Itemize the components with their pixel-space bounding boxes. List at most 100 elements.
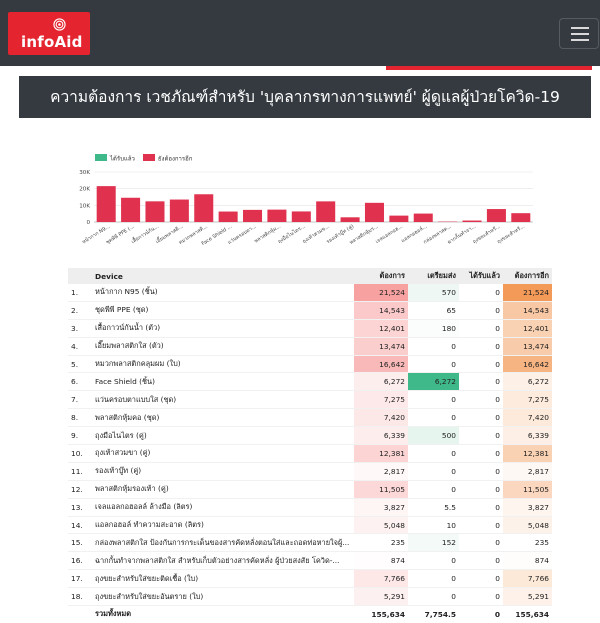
need-value: 7,275 xyxy=(354,391,408,409)
prepare-value: 65 xyxy=(408,301,459,319)
device-name: ชุดพีพี PPE (ชุด) xyxy=(92,301,354,319)
received-value: 0 xyxy=(459,391,503,409)
still-needed-value: 7,420 xyxy=(503,409,552,427)
bar-still-needed xyxy=(267,210,286,222)
total-index xyxy=(68,606,92,623)
need-value: 13,474 xyxy=(354,337,408,355)
still-needed-value: 21,524 xyxy=(503,284,552,301)
still-needed-value: 6,339 xyxy=(503,427,552,445)
bar-still-needed xyxy=(414,214,433,222)
row-index: 4. xyxy=(68,337,92,355)
device-name: พลาสติกหุ้มคอ (ชุด) xyxy=(92,409,354,427)
broadcast-logo-icon xyxy=(53,18,66,31)
y-tick-label: 10K xyxy=(79,203,90,209)
legend-label-1: ยังต้องการอีก xyxy=(158,155,193,163)
row-index: 16. xyxy=(68,552,92,570)
need-value: 5,291 xyxy=(354,588,408,606)
hamburger-menu-button[interactable] xyxy=(559,18,599,49)
device-name: ถุงขยะสำหรับใส่ขยะติดเชื้อ (ใบ) xyxy=(92,570,354,588)
need-value: 6,339 xyxy=(354,427,408,445)
col-header-index xyxy=(68,268,92,284)
device-name: เจลแอลกอฮอลล์ ล้างมือ (ลิตร) xyxy=(92,498,354,516)
prepare-value: 152 xyxy=(408,534,459,552)
device-name: กล่องพลาสติกใส ป้องกันการกระเด็นของสารคั… xyxy=(92,534,354,552)
infoaid-logo[interactable]: infoAid xyxy=(8,12,90,55)
still-needed-value: 5,291 xyxy=(503,588,552,606)
total-still-needed: 155,634 xyxy=(503,606,552,623)
device-name: เอี๊ยมพลาสติกใส (ตัว) xyxy=(92,337,354,355)
need-value: 6,272 xyxy=(354,373,408,391)
device-name: รองเท้าบู๊ท (คู่) xyxy=(92,462,354,480)
row-index: 2. xyxy=(68,301,92,319)
bar-still-needed xyxy=(487,209,506,222)
need-value: 16,642 xyxy=(354,355,408,373)
hamburger-menu-icon xyxy=(571,33,589,35)
row-index: 12. xyxy=(68,480,92,498)
device-name: หมวกพลาสติกคลุมผม (ใบ) xyxy=(92,355,354,373)
bar-still-needed xyxy=(97,186,116,222)
still-needed-value: 12,381 xyxy=(503,445,552,463)
col-header-received[interactable]: ได้รับแล้ว xyxy=(459,268,503,284)
received-value: 0 xyxy=(459,498,503,516)
prepare-value: 0 xyxy=(408,480,459,498)
hamburger-menu-icon xyxy=(571,27,589,29)
prepare-value: 0 xyxy=(408,552,459,570)
still-needed-value: 16,642 xyxy=(503,355,552,373)
y-tick-label: 20K xyxy=(79,187,90,193)
table-row: 16.ฉากกั้นทำจากพลาสติกใส สำหรับเก็บตัวอย… xyxy=(68,552,552,570)
row-index: 6. xyxy=(68,373,92,391)
received-value: 0 xyxy=(459,284,503,301)
prepare-value: 570 xyxy=(408,284,459,301)
total-prepare: 7,754.5 xyxy=(408,606,459,623)
prepare-value: 0 xyxy=(408,462,459,480)
row-index: 17. xyxy=(68,570,92,588)
bar-still-needed xyxy=(341,217,360,222)
table-row: 15.กล่องพลาสติกใส ป้องกันการกระเด็นของสา… xyxy=(68,534,552,552)
col-header-device[interactable]: Device xyxy=(92,268,354,284)
device-name: ฉากกั้นทำจากพลาสติกใส สำหรับเก็บตัวอย่าง… xyxy=(92,552,354,570)
need-value: 2,817 xyxy=(354,462,408,480)
bar-still-needed xyxy=(389,216,408,222)
received-value: 0 xyxy=(459,355,503,373)
still-needed-value: 6,272 xyxy=(503,373,552,391)
x-tick-label: ถุงขยะสำหรั... xyxy=(496,223,526,245)
still-needed-value: 3,827 xyxy=(503,498,552,516)
row-index: 18. xyxy=(68,588,92,606)
received-value: 0 xyxy=(459,301,503,319)
device-name: ถุงขยะสำหรับใส่ขยะอันตราย (ใบ) xyxy=(92,588,354,606)
y-tick-label: 0 xyxy=(86,220,90,226)
still-needed-value: 874 xyxy=(503,552,552,570)
prepare-value: 0 xyxy=(408,355,459,373)
col-header-prepare[interactable]: เตรียมส่ง xyxy=(408,268,459,284)
row-index: 8. xyxy=(68,409,92,427)
need-value: 5,048 xyxy=(354,516,408,534)
bar-still-needed xyxy=(365,203,384,222)
row-index: 1. xyxy=(68,284,92,301)
legend-swatch-0 xyxy=(95,154,107,161)
received-value: 0 xyxy=(459,534,503,552)
x-tick-label: เจลแอลกอฮ... xyxy=(375,223,405,245)
col-header-need[interactable]: ต้องการ xyxy=(354,268,408,284)
bar-still-needed xyxy=(219,212,238,222)
accent-bar xyxy=(386,66,592,70)
col-header-still-needed[interactable]: ต้องการอีก xyxy=(503,268,552,284)
still-needed-value: 2,817 xyxy=(503,462,552,480)
need-value: 3,827 xyxy=(354,498,408,516)
received-value: 0 xyxy=(459,427,503,445)
needs-table: Device ต้องการ เตรียมส่ง ได้รับแล้ว ต้อง… xyxy=(68,268,552,623)
prepare-value: 10 xyxy=(408,516,459,534)
page-title: ความต้องการ เวชภัณฑ์สำหรับ 'บุคลากรทางกา… xyxy=(19,76,591,118)
bar-still-needed xyxy=(194,194,213,222)
bar-still-needed xyxy=(170,200,189,222)
legend-label-0: ได้รับแล้ว xyxy=(109,155,135,163)
prepare-value: 0 xyxy=(408,445,459,463)
